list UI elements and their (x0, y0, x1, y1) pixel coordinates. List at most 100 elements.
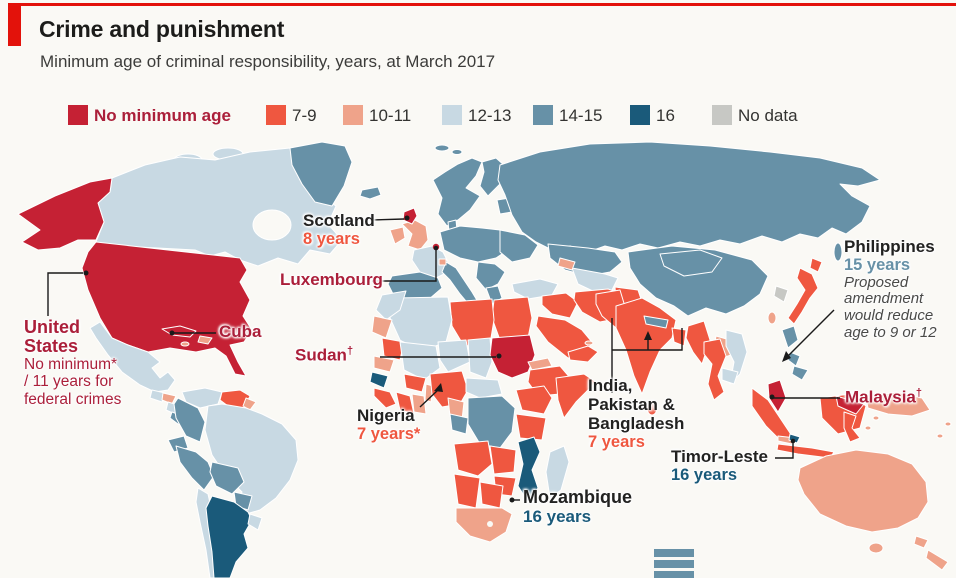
map-region-kenya-uganda (515, 385, 553, 415)
leader-united-states (47, 272, 83, 316)
map-region-australia (797, 449, 929, 533)
map-region-uae (584, 340, 594, 346)
map-region-england (401, 219, 429, 251)
annotation-country: Scotland (303, 211, 375, 230)
map-region-hokkaido (809, 257, 823, 273)
annotation-note: / 11 years for (24, 373, 114, 391)
map-region-eastern-europe (499, 229, 539, 263)
map-region-south-africa (455, 507, 513, 543)
map-region-mongolia (659, 249, 723, 277)
annotation-country: Philippines (844, 237, 935, 256)
annotation-timor-leste: Timor-Leste 16 years (671, 447, 768, 485)
leader-philippines (787, 309, 835, 357)
map-region-alaska (17, 177, 113, 251)
map-region-gabon-congo (449, 413, 469, 435)
legend-label: 12-13 (468, 106, 512, 125)
map-region-new-zealand-south (925, 549, 949, 571)
annotation-nigeria: Nigeria 7 years* (357, 406, 420, 444)
map-region-chad (467, 337, 493, 379)
annotation-country: Mozambique (523, 487, 633, 507)
map-region-egypt (491, 296, 533, 341)
map-region-namibia (453, 473, 481, 509)
map-region-greenland (289, 141, 353, 207)
annotation-note: age to 9 or 12 (844, 323, 937, 341)
map-region-svalbard (434, 144, 450, 152)
map-region-madagascar (545, 445, 570, 499)
map-region-russia (497, 141, 881, 253)
map-region-guatemala (149, 389, 166, 403)
annotation-value: 8 years (303, 230, 360, 249)
map-region-morocco (375, 290, 407, 321)
map-region-botswana (479, 481, 504, 509)
top-red-rule (8, 3, 956, 6)
map-region-colombia (173, 397, 206, 443)
map-region-scandinavia (432, 157, 483, 227)
map-region-cambodia (721, 367, 739, 385)
leader-nigeria (419, 389, 439, 408)
map-region-balkans (475, 261, 506, 291)
map-region-western-sahara (371, 315, 393, 339)
annotation-country: Sudan† (295, 345, 354, 365)
hudson-bay (252, 209, 292, 241)
legend-swatch-16 (630, 105, 650, 125)
map-region-mexico (89, 321, 176, 393)
leader-dot-united-states (83, 270, 89, 276)
map-region-new-guinea (865, 391, 931, 417)
map-region-sulawesi (843, 411, 861, 443)
annotation-sudan: Sudan† (295, 345, 353, 365)
leader-dot-mozambique (509, 497, 515, 503)
leader-timor-leste (775, 443, 794, 459)
map-region-svalbard (451, 149, 463, 155)
page-subtitle: Minimum age of criminal responsibility, … (40, 52, 496, 71)
map-region-sierra-leone-liberia (373, 387, 397, 409)
map-region-tanzania (515, 413, 547, 441)
map-region-philippines-mindanao (791, 365, 809, 381)
annotation-country: United States (24, 317, 80, 356)
map-region-japan (787, 267, 819, 325)
map-region-ireland (389, 226, 406, 245)
leader-arrow-india (644, 331, 652, 340)
annotation-country: Bangladesh (588, 414, 685, 434)
annotation-country: Timor-Leste (671, 447, 768, 466)
annotation-note: federal crimes (24, 390, 122, 408)
leader-dot-malaysia (769, 394, 775, 400)
annotation-country: Malaysia† (845, 387, 923, 407)
leader-luxembourg (372, 250, 437, 282)
map-region-argentina (205, 495, 253, 578)
annotation-value: 16 years (523, 507, 592, 527)
map-region-drc (467, 395, 516, 449)
annotation-luxembourg: Luxembourg (280, 270, 383, 289)
map-region-taiwan (767, 311, 777, 325)
map-region-malaysia-peninsula (767, 379, 787, 413)
leader-dot-sudan (496, 353, 502, 359)
map-region-caucasus (557, 257, 576, 271)
annotation-united-states: United States No minimum* / 11 years for… (24, 318, 124, 408)
leader-dot-timor-leste (790, 438, 796, 444)
stacked-bars-decoration (654, 549, 694, 557)
map-region-switzerland (438, 258, 447, 266)
legend-swatch-no-minimum (68, 105, 88, 125)
annotation-mozambique: Mozambique 16 years (523, 487, 632, 526)
map-region-pacific-island (936, 433, 944, 439)
legend-label: 10-11 (369, 106, 412, 125)
legend-label: 14-15 (559, 106, 603, 125)
map-region-guinea (369, 371, 389, 389)
annotation-value: 16 years (671, 466, 738, 485)
map-region-iceland (359, 186, 382, 200)
annotation-philippines: Philippines 15 years Proposed amendment … (844, 237, 937, 342)
map-region-moluccas (872, 415, 880, 421)
map-region-uruguay (247, 513, 263, 531)
annotation-country: India, (588, 376, 633, 395)
map-region-central-african-republic (465, 377, 503, 399)
map-region-ghana (411, 393, 427, 415)
map-region-hispaniola (197, 335, 213, 345)
map-region-niger (437, 339, 471, 373)
map-region-philippines-luzon (781, 325, 799, 349)
map-region-somalia (555, 373, 597, 419)
legend-swatch-12-13 (442, 105, 462, 125)
legend-swatch-10-11 (343, 105, 363, 125)
map-region-zambia (489, 445, 517, 475)
leader-dot-cuba (169, 330, 175, 336)
map-region-mozambique (517, 436, 541, 503)
map-region-bolivia (209, 461, 245, 495)
